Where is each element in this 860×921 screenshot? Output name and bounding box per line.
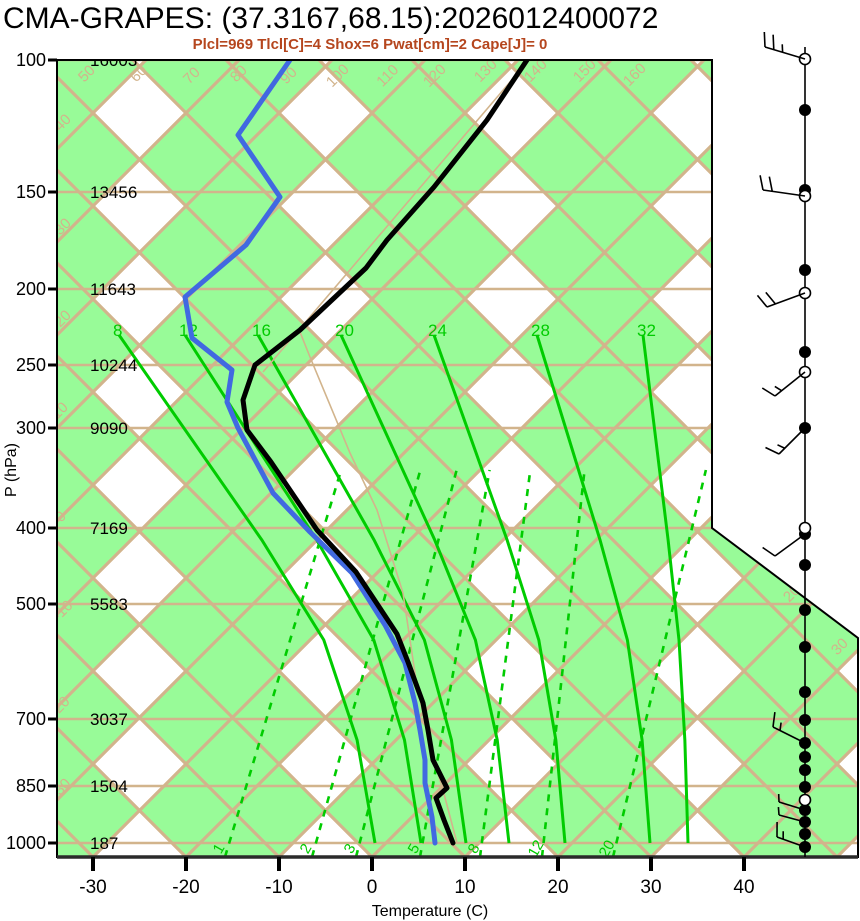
x-axis-tick-label: 20: [547, 877, 568, 898]
x-axis-tick-label: 0: [367, 877, 378, 898]
pressure-gridlines: [57, 60, 858, 845]
moist-adiabat-label: 20: [335, 321, 354, 340]
moist-adiabats: [117, 334, 690, 844]
y-axis-title: P (hPa): [3, 443, 20, 497]
height-label: 7169: [90, 519, 128, 538]
x-axis-tick: [556, 857, 560, 871]
station-dot: [799, 751, 811, 763]
station-circle: [798, 521, 812, 535]
station-dot: [799, 781, 811, 793]
height-label: 9090: [90, 419, 128, 438]
height-label: 1504: [90, 777, 128, 796]
x-axis-tick: [649, 857, 653, 871]
station-dot: [799, 264, 811, 276]
wind-barb: [759, 175, 806, 197]
height-labels: 16003 13456 11643 10244 9090 7169 5583 3037 1504…: [90, 51, 137, 853]
y-axis-tick: [48, 287, 57, 291]
y-axis-tick: [48, 784, 57, 788]
moist-adiabat-label: 8: [113, 321, 122, 340]
y-axis-tick-label: 700: [16, 709, 46, 729]
x-axis: -30 -20 -10 0 10 20 30 40 Temperature (C): [79, 857, 755, 920]
y-axis-tick-label: 850: [16, 776, 46, 796]
station-dot: [799, 604, 811, 616]
wind-barb: [776, 821, 806, 848]
x-axis-tick: [184, 857, 188, 871]
chart-title: CMA-GRAPES: (37.3167,68.15):202601240007…: [3, 2, 659, 35]
station-dot: [799, 104, 811, 116]
x-axis-tick: [91, 857, 95, 871]
station-dot: [799, 346, 811, 358]
x-axis-tick: [370, 857, 374, 871]
wind-barb: [765, 427, 806, 455]
y-axis-tick: [48, 841, 57, 845]
x-axis-tick-label: -20: [172, 877, 199, 898]
x-axis-title: Temperature (C): [372, 903, 488, 920]
y-axis-tick-label: 500: [16, 594, 46, 614]
chart-subtitle: Plcl=969 Tlcl[C]=4 Shox=6 Pwat[cm]=2 Cap…: [192, 36, 548, 53]
x-axis-tick-label: 10: [454, 877, 475, 898]
station-dot: [799, 559, 811, 571]
height-label: 187: [90, 834, 118, 853]
wind-barb: [756, 291, 806, 308]
temperature-trace: [240, 60, 530, 846]
station-dot: [799, 686, 811, 698]
y-axis-tick-label: 1000: [6, 833, 46, 853]
x-axis-tick: [742, 857, 746, 871]
y-axis-tick: [48, 526, 57, 530]
height-label: 10244: [90, 356, 137, 375]
station-dot: [799, 764, 811, 776]
height-label: 13456: [90, 183, 137, 202]
station-dot: [799, 714, 811, 726]
height-label: 3037: [90, 710, 128, 729]
wind-barb: [777, 793, 806, 811]
y-axis-tick: [48, 426, 57, 430]
x-axis-tick: [463, 857, 467, 871]
x-axis-tick-label: -30: [79, 877, 106, 898]
y-axis: 100 150 200 250 300 400 500 700 850 1000 P (hPa): [3, 50, 57, 853]
y-axis-tick-label: 400: [16, 518, 46, 538]
y-axis-tick: [48, 363, 57, 367]
height-label: 11643: [90, 280, 136, 299]
dewpoint-trace: [182, 60, 438, 846]
wind-barb: [762, 533, 806, 557]
y-axis-tick-label: 150: [16, 182, 46, 202]
moist-adiabat-label: 24: [428, 321, 447, 340]
y-axis-tick-label: 200: [16, 279, 46, 299]
wind-barb: [777, 806, 806, 823]
x-axis-tick-label: 40: [733, 877, 754, 898]
station-circle: [798, 793, 812, 807]
station-dot: [799, 828, 811, 840]
height-label: 5583: [90, 595, 128, 614]
y-axis-tick-label: 250: [16, 355, 46, 375]
plot-background: [57, 60, 858, 857]
x-axis-tick-label: -10: [265, 877, 292, 898]
y-axis-tick: [48, 717, 57, 721]
wind-barb: [772, 712, 806, 744]
wind-barb: [763, 31, 806, 60]
moist-adiabat-label: 28: [531, 321, 550, 340]
x-axis-tick: [277, 857, 281, 871]
x-axis-tick-label: 30: [640, 877, 661, 898]
moist-adiabat-label: 32: [637, 321, 656, 340]
y-axis-tick: [48, 602, 57, 606]
wind-barb: [761, 371, 806, 397]
y-axis-tick: [48, 58, 57, 62]
height-label: 16003: [90, 51, 137, 70]
y-axis-tick-label: 100: [16, 50, 46, 70]
moist-adiabat-label: 16: [252, 321, 271, 340]
y-axis-tick-label: 300: [16, 418, 46, 438]
station-dot: [799, 641, 811, 653]
wind-barb-column: [756, 31, 812, 857]
y-axis-tick: [48, 190, 57, 194]
